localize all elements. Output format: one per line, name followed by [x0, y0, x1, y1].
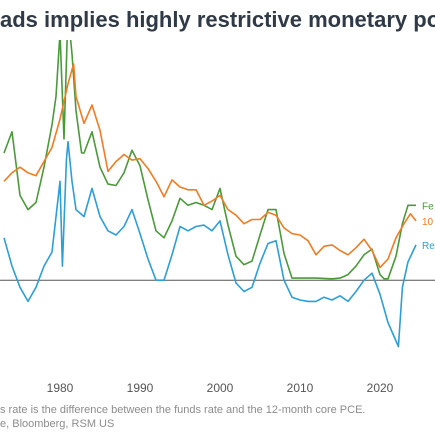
line-chart: 1980 1990 2000 2010 2020 Fe 10 Re	[0, 40, 435, 395]
x-tick-label: 2000	[207, 381, 234, 395]
legend-label-0: Fe	[422, 201, 434, 212]
x-tick-label: 2010	[287, 381, 314, 395]
legend-label-1: 10	[422, 217, 434, 228]
chart-title: ads implies highly restrictive monetary …	[0, 2, 435, 38]
x-tick-label: 2020	[367, 381, 394, 395]
x-tick-label: 1990	[127, 381, 154, 395]
footnote-source: e, Bloomberg, RSM US	[0, 418, 115, 430]
footnote-definition: s rate is the difference between the fun…	[0, 404, 366, 416]
legend-label-2: Re	[422, 241, 435, 252]
chart-title-text: ads implies highly restrictive monetary …	[0, 7, 435, 32]
series-line-2	[3, 140, 417, 348]
series-line-0	[3, 40, 416, 280]
x-tick-label: 1980	[47, 381, 74, 395]
series-line-1	[3, 63, 417, 269]
